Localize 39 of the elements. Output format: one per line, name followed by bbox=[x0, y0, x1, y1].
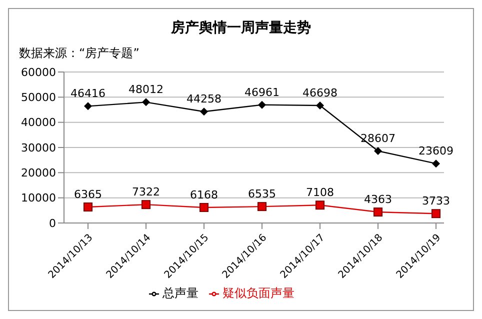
point bbox=[142, 200, 150, 210]
data-label: 6365 bbox=[74, 188, 102, 201]
point bbox=[142, 98, 150, 106]
data-label: 7108 bbox=[306, 186, 334, 200]
y-tick-label: 40000 bbox=[21, 116, 56, 130]
data-label: 46416 bbox=[70, 87, 106, 100]
y-tick-label: 0 bbox=[49, 216, 56, 230]
point bbox=[374, 147, 382, 156]
data-label: 46961 bbox=[244, 86, 280, 99]
data-label: 6535 bbox=[248, 188, 276, 201]
data-label: 48012 bbox=[128, 83, 164, 96]
data-label: 6168 bbox=[190, 188, 218, 202]
legend-label: 疑似负面声量 bbox=[222, 286, 294, 300]
data-label: 3733 bbox=[422, 194, 450, 208]
data-label: 4363 bbox=[364, 193, 392, 206]
point bbox=[432, 209, 440, 218]
point bbox=[84, 202, 92, 212]
point bbox=[316, 101, 324, 110]
point bbox=[84, 102, 92, 110]
y-tick-label: 20000 bbox=[21, 166, 56, 180]
point bbox=[258, 100, 266, 109]
point bbox=[432, 160, 440, 168]
y-tick-label: 10000 bbox=[21, 192, 56, 205]
y-tick-label: 30000 bbox=[21, 141, 56, 154]
source-note: 数据来源：“房产专题” bbox=[19, 45, 140, 62]
data-label: 23609 bbox=[418, 144, 454, 158]
data-label: 46698 bbox=[302, 86, 338, 100]
point bbox=[200, 108, 208, 116]
y-tick-label: 50000 bbox=[21, 91, 56, 104]
data-label: 7322 bbox=[132, 186, 160, 199]
chart-title: 房产舆情一周声量走势 bbox=[170, 19, 312, 37]
y-tick-label: 60000 bbox=[21, 66, 56, 79]
point bbox=[316, 200, 324, 210]
legend-label: 总声量 bbox=[162, 286, 198, 300]
point bbox=[258, 202, 266, 212]
data-label: 44258 bbox=[186, 92, 222, 106]
point bbox=[374, 208, 382, 217]
point bbox=[200, 202, 208, 212]
data-label: 28607 bbox=[360, 132, 396, 146]
